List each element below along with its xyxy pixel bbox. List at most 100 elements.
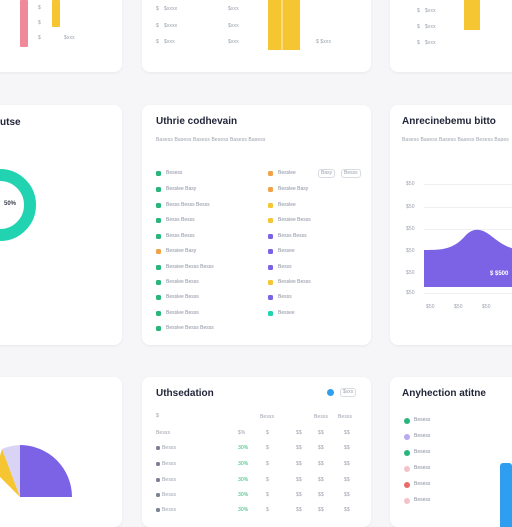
donut-card-title: utse — [0, 117, 21, 128]
table-header-3: Besss — [338, 414, 353, 420]
table-row[interactable]: Besss 30% $ $$ $$ $$ — [156, 445, 366, 454]
legend-label: Besss — [278, 294, 292, 300]
legend-swatch — [156, 311, 161, 316]
top-mid-b-2: $xxxx — [164, 23, 178, 29]
pie-slice-yellow — [0, 449, 20, 497]
y-tick-5: $50 — [406, 270, 415, 276]
activity-card: Anyhection atitne Besess Besess Besess B… — [390, 377, 512, 527]
top-right-a-2: $ — [417, 24, 420, 30]
legend-label: Besslee — [278, 170, 296, 176]
legend-label: Besslee Besss — [166, 294, 199, 300]
legend-card-title: Uthrie codhevain — [156, 116, 238, 127]
yellow-column-divider — [281, 0, 283, 50]
y-tick-4: $50 — [406, 248, 415, 254]
top-right-yellow-bar — [464, 0, 480, 30]
legend-pill-1[interactable]: Basy — [318, 169, 336, 178]
row-name: Besss — [162, 507, 177, 513]
pink-bar — [20, 0, 28, 47]
legend-label: Besss Besss — [166, 233, 195, 239]
row-marker — [156, 446, 160, 450]
pie-chart — [0, 445, 72, 497]
row-d: $$ — [344, 477, 350, 483]
info-icon[interactable] — [327, 389, 334, 396]
legend-swatch — [268, 203, 273, 208]
area-series — [424, 229, 512, 287]
legend-swatch — [268, 265, 273, 270]
legend-swatch — [156, 280, 161, 285]
grid-line — [424, 229, 512, 230]
legend-label: Besslee Basy — [278, 186, 309, 192]
donut-card: utse 50% — [0, 105, 122, 345]
legend-swatch — [268, 280, 273, 285]
top-right-a-1: $ — [417, 8, 420, 14]
grid-line — [424, 184, 512, 185]
top-right-b-2: $xxx — [425, 24, 436, 30]
legend-swatch — [156, 326, 161, 331]
top-mid-c-2: $xxx — [228, 23, 239, 29]
activity-card-title: Anyhection atitne — [402, 388, 486, 399]
area-chart-title: Anrecinebemu bitto — [402, 116, 496, 127]
top-mid-a-3: $ — [156, 39, 159, 45]
row-c: $$ — [318, 507, 324, 513]
row-name: Besss — [162, 445, 177, 451]
yellow-column — [268, 0, 300, 50]
row-marker — [156, 508, 160, 512]
legend-card: Uthrie codhevain Basess Basess Basess Be… — [142, 105, 371, 345]
row-c: $$ — [318, 492, 324, 498]
legend-pill-2[interactable]: Besss — [341, 169, 361, 178]
x-tick-3: $50 — [482, 304, 491, 310]
legend-label: Besslee Basy — [166, 186, 197, 192]
x-tick-1: $50 — [426, 304, 435, 310]
table-row[interactable]: Besss 30% $ $$ $$ $$ — [156, 492, 366, 501]
table-col-name: Besss — [156, 430, 171, 436]
legend-label: Bessee — [278, 248, 295, 254]
legend-swatch — [268, 187, 273, 192]
legend-swatch — [268, 218, 273, 223]
grid-line — [424, 207, 512, 208]
pie-slice-purple — [20, 445, 72, 497]
y-tick-6: $50 — [406, 290, 415, 296]
donut-center-label: 50% — [4, 201, 17, 207]
table-card-title: Uthsedation — [156, 388, 214, 399]
legend-swatch — [156, 265, 161, 270]
legend-label: Besss Besss — [278, 233, 307, 239]
top-left-label-4: $xxx — [64, 35, 75, 41]
donut-chart — [0, 168, 36, 241]
activity-label: Besess — [414, 417, 431, 423]
legend-label: Bessee — [278, 310, 295, 316]
grid-line — [424, 293, 512, 294]
legend-swatch — [268, 311, 273, 316]
legend-swatch — [268, 249, 273, 254]
x-tick-2: $50 — [454, 304, 463, 310]
row-d: $$ — [344, 445, 350, 451]
donut-segment-teal — [0, 169, 36, 241]
table-row[interactable]: Besss 30% $ $$ $$ $$ — [156, 507, 366, 516]
area-chart — [424, 229, 512, 287]
top-left-card: $ $ $ $xxx — [0, 0, 122, 72]
row-c: $$ — [318, 445, 324, 451]
row-name: Besss — [162, 477, 177, 483]
status-dot — [404, 482, 410, 488]
legend-swatch — [156, 295, 161, 300]
legend-label: Besss Besss Besss — [166, 202, 210, 208]
area-chart-subtitle: Basess Basess Basess Basess Besess Bases — [402, 137, 509, 143]
table-badge[interactable]: $xxx — [340, 388, 357, 397]
table-col-c: $$ — [318, 430, 324, 436]
row-c: $$ — [318, 477, 324, 483]
table-row[interactable]: Besss 30% $ $$ $$ $$ — [156, 461, 366, 470]
row-b: $$ — [296, 461, 302, 467]
row-marker — [156, 478, 160, 482]
row-b: $$ — [296, 477, 302, 483]
table-header-1: Besss — [260, 414, 275, 420]
table-row[interactable]: Besss 30% $ $$ $$ $$ — [156, 477, 366, 486]
row-name: Besss — [162, 492, 177, 498]
top-left-label-3: $ — [38, 35, 41, 41]
legend-label: Besslee Besss — [278, 279, 311, 285]
row-pct: 30% — [238, 461, 249, 467]
status-dot — [404, 450, 410, 456]
legend-swatch — [156, 203, 161, 208]
table-col-b: $$ — [296, 430, 302, 436]
legend-swatch — [268, 295, 273, 300]
legend-label: Bessiee Besss — [278, 217, 311, 223]
legend-label: Besss — [278, 264, 292, 270]
